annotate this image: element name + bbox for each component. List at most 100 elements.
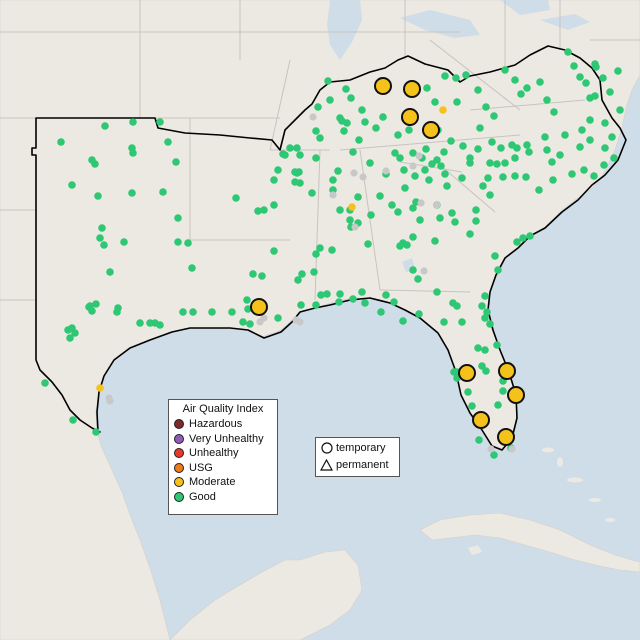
monitor-good[interactable]: [499, 173, 507, 181]
monitor-good[interactable]: [478, 302, 486, 310]
monitor-good[interactable]: [501, 159, 509, 167]
monitor-good[interactable]: [601, 144, 609, 152]
monitor-good[interactable]: [464, 388, 472, 396]
monitor-good[interactable]: [86, 302, 94, 310]
monitor-good[interactable]: [172, 158, 180, 166]
monitor-good[interactable]: [270, 247, 278, 255]
monitor-good[interactable]: [41, 379, 49, 387]
monitor-good[interactable]: [329, 186, 337, 194]
monitor-good[interactable]: [274, 166, 282, 174]
monitor-good[interactable]: [428, 160, 436, 168]
monitor-good[interactable]: [549, 176, 557, 184]
monitor-good[interactable]: [400, 166, 408, 174]
monitor-good[interactable]: [523, 84, 531, 92]
monitor-good[interactable]: [340, 127, 348, 135]
monitor-good[interactable]: [486, 191, 494, 199]
monitor-good[interactable]: [472, 217, 480, 225]
monitor-good[interactable]: [274, 314, 282, 322]
monitor-good[interactable]: [328, 246, 336, 254]
monitor-good[interactable]: [329, 176, 337, 184]
monitor-good[interactable]: [479, 182, 487, 190]
monitor-good[interactable]: [491, 252, 499, 260]
monitor-good[interactable]: [481, 292, 489, 300]
monitor-good[interactable]: [136, 319, 144, 327]
monitor-good[interactable]: [188, 264, 196, 272]
monitor-good[interactable]: [336, 206, 344, 214]
monitor-nodata[interactable]: [417, 199, 425, 207]
monitor-good[interactable]: [525, 148, 533, 156]
monitor-good[interactable]: [519, 234, 527, 242]
monitor-good[interactable]: [323, 290, 331, 298]
monitor-good[interactable]: [414, 275, 422, 283]
monitor-good[interactable]: [493, 160, 501, 168]
monitor-good[interactable]: [576, 143, 584, 151]
monitor-good[interactable]: [536, 78, 544, 86]
monitor-good[interactable]: [490, 451, 498, 459]
monitor-good[interactable]: [484, 174, 492, 182]
monitor-good[interactable]: [281, 151, 289, 159]
monitor-good[interactable]: [100, 241, 108, 249]
monitor-good[interactable]: [228, 308, 236, 316]
monitor-good[interactable]: [513, 238, 521, 246]
monitor-good[interactable]: [396, 242, 404, 250]
monitor-good[interactable]: [312, 250, 320, 258]
monitor-good[interactable]: [376, 192, 384, 200]
monitor-good[interactable]: [441, 72, 449, 80]
monitor-good[interactable]: [482, 103, 490, 111]
monitor-nodata[interactable]: [487, 445, 495, 453]
monitor-good[interactable]: [501, 66, 509, 74]
monitor-good[interactable]: [550, 108, 558, 116]
monitor-good[interactable]: [291, 178, 299, 186]
monitor-good[interactable]: [409, 149, 417, 157]
monitor-good[interactable]: [511, 172, 519, 180]
monitor-good[interactable]: [423, 84, 431, 92]
monitor-nodata[interactable]: [382, 167, 390, 175]
monitor-good[interactable]: [66, 334, 74, 342]
monitor-good[interactable]: [599, 74, 607, 82]
monitor-good[interactable]: [440, 148, 448, 156]
monitor-good[interactable]: [156, 321, 164, 329]
monitor-moderate-temporary[interactable]: [472, 411, 490, 429]
monitor-good[interactable]: [490, 112, 498, 120]
monitor-good[interactable]: [317, 291, 325, 299]
monitor-good[interactable]: [346, 216, 354, 224]
monitor-good[interactable]: [366, 159, 374, 167]
monitor-good[interactable]: [415, 310, 423, 318]
monitor-good[interactable]: [437, 162, 445, 170]
monitor-good[interactable]: [608, 133, 616, 141]
monitor-good[interactable]: [156, 118, 164, 126]
monitor-moderate[interactable]: [439, 106, 447, 114]
monitor-good[interactable]: [610, 154, 618, 162]
monitor-good[interactable]: [556, 151, 564, 159]
monitor-good[interactable]: [246, 320, 254, 328]
monitor-good[interactable]: [580, 166, 588, 174]
monitor-good[interactable]: [590, 172, 598, 180]
monitor-good[interactable]: [541, 133, 549, 141]
monitor-moderate-temporary[interactable]: [458, 364, 476, 382]
monitor-good[interactable]: [422, 145, 430, 153]
monitor-good[interactable]: [441, 170, 449, 178]
monitor-good[interactable]: [189, 308, 197, 316]
monitor-good[interactable]: [601, 119, 609, 127]
monitor-good[interactable]: [582, 79, 590, 87]
monitor-nodata[interactable]: [106, 397, 114, 405]
monitor-good[interactable]: [576, 73, 584, 81]
monitor-good[interactable]: [312, 127, 320, 135]
monitor-good[interactable]: [481, 314, 489, 322]
monitor-moderate-temporary[interactable]: [498, 362, 516, 380]
monitor-good[interactable]: [377, 308, 385, 316]
monitor-good[interactable]: [478, 362, 486, 370]
monitor-good[interactable]: [364, 240, 372, 248]
monitor-good[interactable]: [396, 154, 404, 162]
monitor-good[interactable]: [497, 144, 505, 152]
monitor-good[interactable]: [96, 234, 104, 242]
monitor-good[interactable]: [354, 193, 362, 201]
monitor-good[interactable]: [436, 214, 444, 222]
monitor-good[interactable]: [312, 154, 320, 162]
monitor-good[interactable]: [208, 308, 216, 316]
monitor-good[interactable]: [174, 214, 182, 222]
monitor-good[interactable]: [466, 230, 474, 238]
monitor-moderate-temporary[interactable]: [374, 77, 392, 95]
monitor-good[interactable]: [294, 276, 302, 284]
monitor-good[interactable]: [297, 301, 305, 309]
